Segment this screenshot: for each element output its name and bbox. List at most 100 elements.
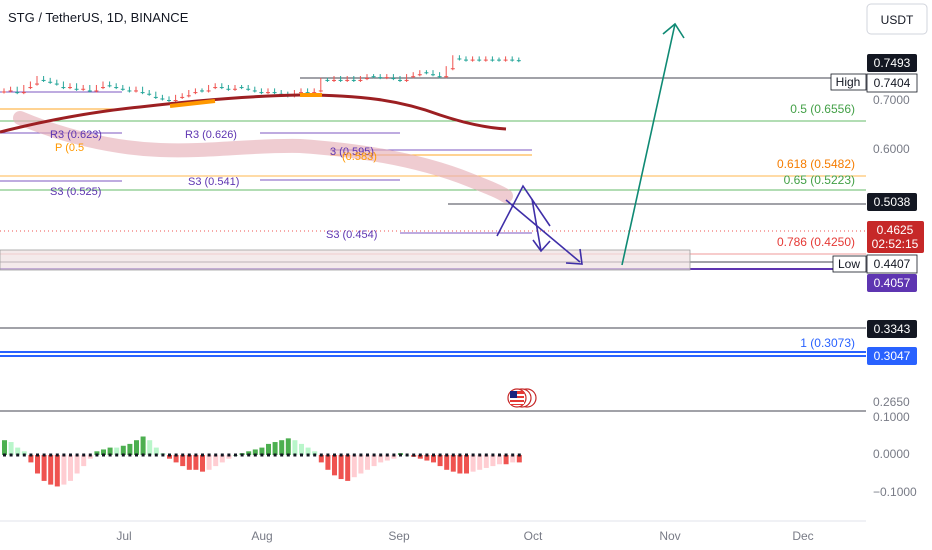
badge-low-text: 0.4407 <box>874 257 911 271</box>
candle[interactable] <box>450 55 455 71</box>
candle[interactable] <box>206 84 211 93</box>
candle[interactable] <box>351 75 356 82</box>
candle[interactable] <box>411 72 416 79</box>
candle[interactable] <box>147 90 152 96</box>
pivot-label-r3-1: R3 (0.623) <box>50 129 102 141</box>
oscillator-zero-dot <box>306 453 310 457</box>
candle[interactable] <box>101 81 105 90</box>
low-tag: Low <box>832 255 867 273</box>
candle[interactable] <box>114 83 119 90</box>
candle[interactable] <box>213 83 218 90</box>
candle[interactable] <box>503 56 508 62</box>
candle[interactable] <box>444 66 449 79</box>
candle[interactable] <box>470 56 475 62</box>
candle[interactable] <box>246 84 251 91</box>
candle[interactable] <box>424 70 429 75</box>
candle[interactable] <box>68 83 72 90</box>
us-flag-event-icon[interactable] <box>507 388 537 408</box>
candle[interactable] <box>318 77 323 93</box>
oscillator-zero-dot <box>161 453 165 457</box>
candle[interactable] <box>490 56 495 62</box>
price-axis[interactable]: 0.7000 0.6000 0.2650 0.7493 0.7404 0.503… <box>866 54 924 499</box>
candle[interactable] <box>384 74 389 80</box>
candle[interactable] <box>107 81 112 88</box>
oscillator-histogram[interactable] <box>2 436 522 487</box>
candle[interactable] <box>365 74 369 81</box>
candle[interactable] <box>8 86 13 93</box>
candle[interactable] <box>160 94 165 101</box>
candle[interactable] <box>378 74 383 80</box>
candle[interactable] <box>2 88 6 94</box>
candle[interactable] <box>404 74 409 82</box>
candle[interactable] <box>173 94 178 103</box>
currency-button[interactable]: USDT <box>866 3 928 35</box>
candle[interactable] <box>417 70 422 77</box>
candle[interactable] <box>28 81 33 90</box>
plot-area[interactable] <box>0 0 866 550</box>
candle[interactable] <box>81 84 86 91</box>
candle[interactable] <box>272 88 277 95</box>
candle[interactable] <box>259 88 264 95</box>
candle[interactable] <box>477 56 482 62</box>
oscillator-zero-dot <box>207 453 211 457</box>
candle[interactable] <box>54 79 59 86</box>
candle[interactable] <box>233 84 237 91</box>
candle[interactable] <box>516 57 521 63</box>
candle[interactable] <box>193 88 198 95</box>
oscillator-zero-dot <box>385 453 389 457</box>
candle[interactable] <box>371 74 376 79</box>
candle[interactable] <box>74 83 79 91</box>
candle[interactable] <box>127 86 132 93</box>
projection-arrows[interactable] <box>496 184 583 265</box>
ma-band-pink[interactable] <box>13 111 513 203</box>
candle[interactable] <box>120 84 125 91</box>
candle[interactable] <box>391 74 396 81</box>
candle[interactable] <box>510 56 515 62</box>
time-axis[interactable]: Jul Aug Sep Oct Nov Dec <box>116 529 813 543</box>
candle[interactable] <box>437 72 442 79</box>
candle[interactable] <box>252 86 257 93</box>
candle[interactable] <box>48 77 53 84</box>
candle[interactable] <box>464 56 468 62</box>
candle[interactable] <box>431 70 435 77</box>
support-zone-box[interactable] <box>0 249 691 271</box>
oscillator-zero-dot <box>379 453 383 457</box>
candle[interactable] <box>94 84 99 93</box>
price-tick-0.6000: 0.6000 <box>873 142 910 156</box>
candle[interactable] <box>200 88 204 93</box>
candle[interactable] <box>358 75 363 82</box>
candle[interactable] <box>15 86 20 95</box>
candle[interactable] <box>338 75 343 82</box>
oscillator-bar <box>464 455 469 474</box>
oscillator-zero-dot <box>102 453 105 457</box>
candle[interactable] <box>140 86 145 95</box>
candle[interactable] <box>226 84 231 91</box>
candle[interactable] <box>239 84 244 90</box>
candle[interactable] <box>167 96 171 103</box>
ma-200-line[interactable] <box>0 93 507 134</box>
candle[interactable] <box>266 88 270 95</box>
candle[interactable] <box>345 75 350 82</box>
candle[interactable] <box>325 77 330 82</box>
candle[interactable] <box>153 91 158 99</box>
candle[interactable] <box>87 84 92 93</box>
candle[interactable] <box>186 90 191 98</box>
candle[interactable] <box>497 57 501 62</box>
candle[interactable] <box>457 55 462 61</box>
oscillator-bar <box>266 443 271 455</box>
candle[interactable] <box>332 75 336 82</box>
oscillator-bar <box>61 455 67 485</box>
candle[interactable] <box>41 75 46 82</box>
candle[interactable] <box>219 83 224 90</box>
candle[interactable] <box>61 81 66 90</box>
candle[interactable] <box>398 75 402 82</box>
oscillator-bar <box>41 455 47 481</box>
breakout-arrow[interactable] <box>621 22 685 266</box>
candle[interactable] <box>35 75 39 86</box>
candle[interactable] <box>21 84 26 95</box>
candle[interactable] <box>483 56 488 62</box>
candle[interactable] <box>134 86 138 93</box>
oscillator-zero-dot <box>465 453 468 457</box>
candle[interactable] <box>180 93 185 99</box>
